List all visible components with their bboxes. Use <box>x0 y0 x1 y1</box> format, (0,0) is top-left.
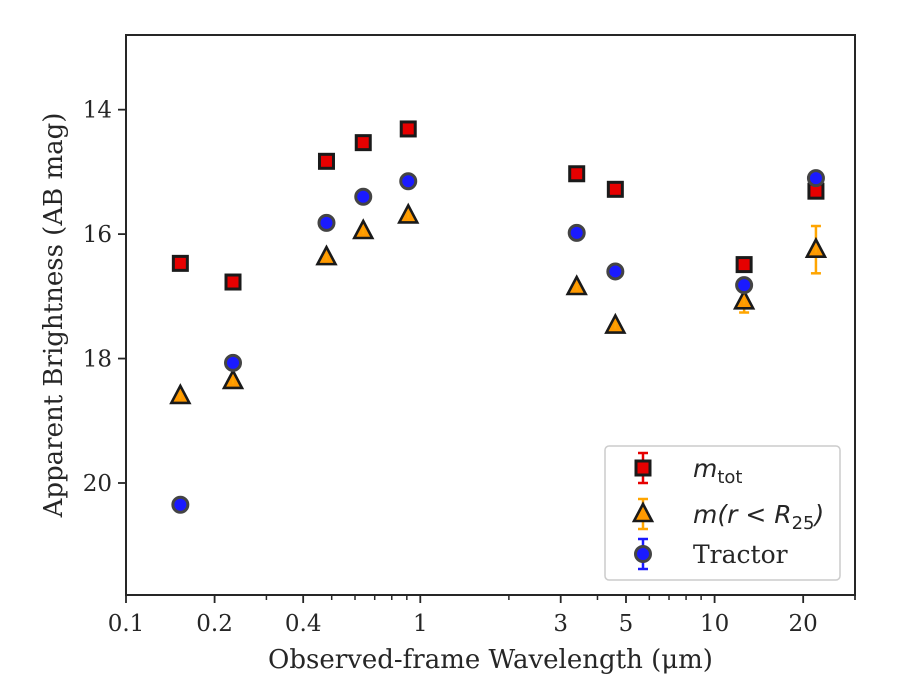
x-tick-label: 10 <box>700 611 729 637</box>
legend-marker <box>634 459 652 477</box>
x-tick-label: 0.2 <box>196 611 233 637</box>
tick-labels: 0.1 0.2 0.4 1 3 5 10 20 14 16 18 20 <box>83 98 818 637</box>
data-points <box>169 120 828 514</box>
legend-label: mtot <box>693 454 743 488</box>
y-tick-label: 16 <box>83 222 112 248</box>
legend-label: Tractor <box>693 540 788 569</box>
x-tick-label: 0.1 <box>108 611 145 637</box>
legend-label: m(r < R25) <box>693 500 824 534</box>
x-tick-label: 1 <box>413 611 428 637</box>
legend-handle <box>634 451 652 485</box>
x-tick-label: 20 <box>789 611 818 637</box>
x-axis-label: Observed-frame Wavelength (μm) <box>268 645 713 675</box>
legend-handle <box>634 537 652 571</box>
legend: mtot m(r < R25) Tractor <box>604 445 841 581</box>
series-square <box>171 120 825 291</box>
legend-box <box>604 445 841 581</box>
x-tick-label: 5 <box>619 611 634 637</box>
tick-marks <box>118 108 805 603</box>
series-circle <box>171 169 825 514</box>
y-tick-label: 14 <box>83 98 112 124</box>
legend-handle <box>631 497 655 531</box>
y-tick-label: 20 <box>83 471 112 497</box>
legend-marker <box>634 545 652 563</box>
legend-marker <box>631 501 655 523</box>
x-tick-label: 0.4 <box>285 611 322 637</box>
x-tick-label: 3 <box>553 611 568 637</box>
y-tick-label: 18 <box>83 347 112 373</box>
series-triangle <box>169 202 828 405</box>
y-axis-label: Apparent Brightness (AB mag) <box>39 113 69 519</box>
plot-frame <box>125 34 856 596</box>
